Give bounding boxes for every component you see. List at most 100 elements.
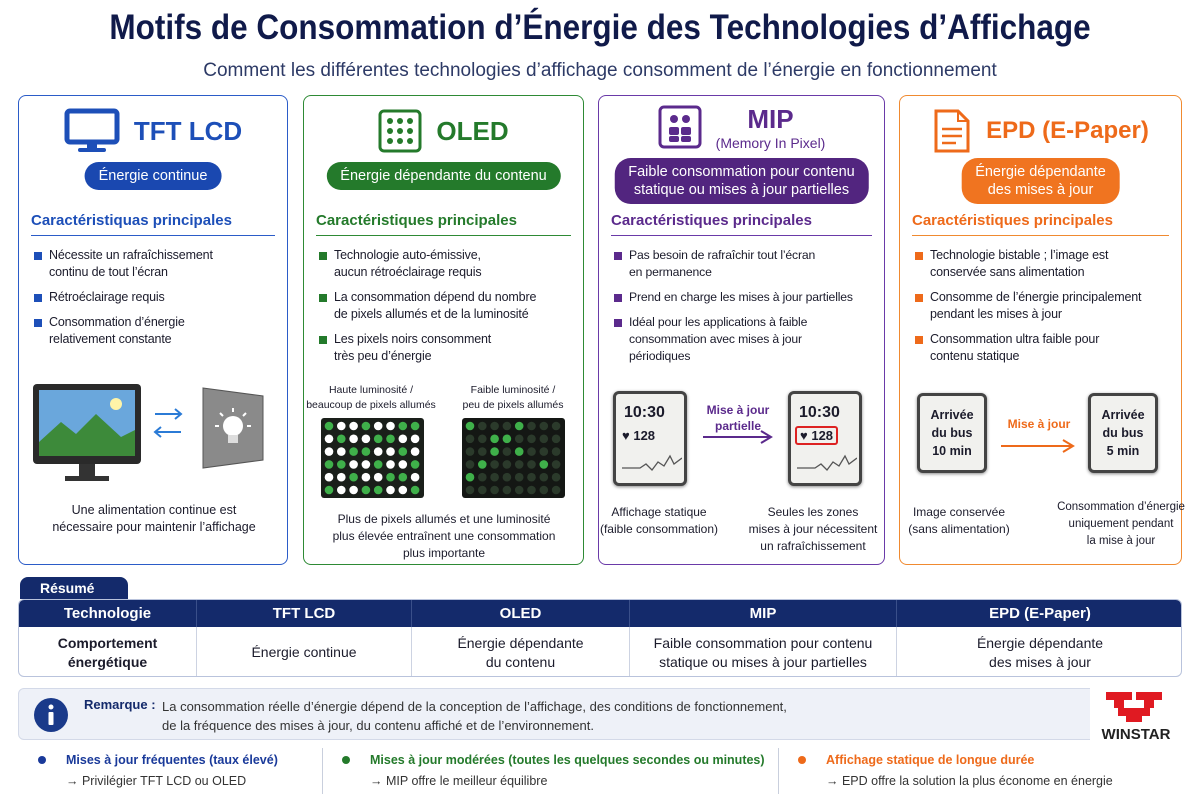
logo-text: WINSTAR [1101, 726, 1171, 743]
pixel [527, 421, 536, 431]
caption: Consommation d’énergie uniquement pendant… [1057, 499, 1185, 550]
pixel [465, 460, 475, 469]
footer-text: → MIP offre le meilleur équilibre [370, 774, 548, 788]
footer-title: Mises à jour fréquentes (taux élevé) [66, 753, 278, 767]
pixel [349, 434, 358, 444]
table-header-cell: EPD (E-Paper) [896, 600, 1181, 627]
text-line: du bus [931, 426, 973, 440]
pixel [349, 447, 358, 456]
bullet-text: Consomme de l’énergie principalement pend… [930, 289, 1175, 323]
bullet-item: Consommation d’énergie relativement const… [31, 314, 281, 348]
table-header-cell: MIP [629, 600, 896, 627]
info-icon [34, 698, 68, 732]
bullet-text: Technologie auto-émissive, aucun rétroécl… [334, 247, 577, 281]
pixel [324, 472, 334, 482]
pixel [361, 434, 371, 444]
watch-screen: 10:30 ♥ 128 [613, 391, 687, 486]
pixel [502, 460, 512, 469]
text-line: Faible consommation pour contenu [653, 634, 873, 651]
bullet-item: Consommation ultra faible pour contenu st… [912, 331, 1175, 365]
bullet-item: Nécessite un rafraîchissement continu de … [31, 247, 281, 281]
pixel [410, 485, 420, 495]
pixel [465, 421, 475, 431]
note-text: La consommation réelle d’énergie dépend … [162, 697, 787, 735]
watch-screen: 10:30 ♥ 128 [788, 391, 862, 486]
pixel [349, 485, 358, 495]
text-line: La consommation réelle d’énergie dépend … [162, 699, 787, 714]
text-line: Énergie dépendante [975, 164, 1106, 180]
pixel [349, 460, 358, 469]
pixel [349, 421, 358, 431]
pixel [551, 434, 561, 444]
pixel [514, 472, 524, 482]
text-line: Une alimentation continue est [71, 503, 237, 517]
text-line: (faible consommation) [599, 522, 719, 536]
text-line: nécessaire pour maintenir l’affichage [52, 520, 256, 534]
text-line: très peu d’énergie [334, 349, 432, 363]
footer-text: → Privilégier TFT LCD ou OLED [66, 774, 247, 788]
text-line: Prend en charge les mises à jour partiel… [629, 290, 853, 304]
monitor-icon [64, 108, 120, 152]
icon-dot [387, 128, 394, 134]
bullet-text: Les pixels noirs consomment très peu d’én… [334, 331, 577, 365]
screen-value-box: ♥ 128 [622, 428, 656, 443]
caption: Image conservée (sans alimentation) [908, 504, 1009, 538]
bullet-text: La consommation dépend du nombre de pixel… [334, 289, 577, 323]
text-line: aucun rétroéclairage requis [334, 265, 482, 279]
text-line: 5 min [1106, 444, 1140, 458]
pixel [527, 447, 536, 456]
pixel [551, 460, 561, 469]
subtitle: Comment les différentes technologies d’a… [203, 60, 997, 81]
pixel [398, 472, 408, 482]
pixel [539, 472, 549, 482]
pixel [386, 447, 395, 456]
tft-illustration [33, 384, 264, 481]
card-title-group: MIP (Memory In Pixel) [716, 104, 826, 151]
panel-label: Haute luminosité / beaucoup de pixels all… [306, 383, 436, 413]
screen-value-box: ♥ 128 [795, 426, 839, 445]
pixel [465, 447, 475, 456]
summary-table: Technologie TFT LCD OLED MIP EPD (E-Paper) Co… [18, 599, 1182, 677]
pixel [361, 447, 371, 456]
pixel [478, 460, 487, 469]
pixel [514, 447, 524, 456]
pixel [386, 434, 395, 444]
pixel [373, 421, 383, 431]
text-line: Seules les zones [767, 505, 859, 519]
bullet-square [319, 294, 327, 302]
text-line: continu de tout l’écran [49, 265, 168, 279]
text-line: des mises à jour [989, 653, 1091, 670]
footer-dot [798, 756, 806, 764]
text-line: des mises à jour [987, 182, 1094, 198]
icon-dot [397, 138, 404, 144]
bullet-text: Pas besoin de rafraîchir tout l’écran en … [629, 247, 878, 281]
text-line: Mise à jour [1007, 417, 1071, 431]
bullet-item: Technologie auto-émissive, aucun rétroécl… [316, 247, 577, 281]
text-line: du contenu [485, 653, 556, 670]
pixel [527, 472, 536, 482]
pixel [478, 421, 487, 431]
text-line: la mise à jour [1086, 535, 1156, 547]
text-line: Pas besoin de rafraîchir tout l’écran [629, 248, 816, 262]
section-title: Caractéristiquas principales [31, 212, 275, 236]
pixel [337, 421, 346, 431]
pixel [551, 421, 561, 431]
pixel [465, 472, 475, 482]
pixel [324, 447, 334, 456]
text-line: Consommation d’énergie [49, 315, 185, 329]
text-line: Arrivée [1101, 408, 1145, 422]
card-tft: TFT LCD Énergie continue Caractéristiqua… [18, 95, 288, 565]
summary-tab: Résumé [20, 577, 128, 599]
pixel [502, 421, 512, 431]
bullet-list: Nécessite un rafraîchissement continu de … [31, 247, 281, 356]
text-line: Technologie bistable ; l’image est [930, 248, 1109, 262]
pixel [349, 472, 358, 482]
screen-value: 128 [633, 428, 656, 443]
card-title: MIP [747, 103, 794, 134]
caption: Plus de pixels allumés et une luminosité… [333, 511, 556, 562]
footer-dot [342, 756, 350, 764]
text-line: Énergie dépendante [457, 634, 584, 651]
badge: Énergie dépendante du contenu [326, 162, 561, 190]
pixel [514, 434, 524, 444]
caption: Seules les zones mises à jour nécessitent… [749, 504, 878, 555]
